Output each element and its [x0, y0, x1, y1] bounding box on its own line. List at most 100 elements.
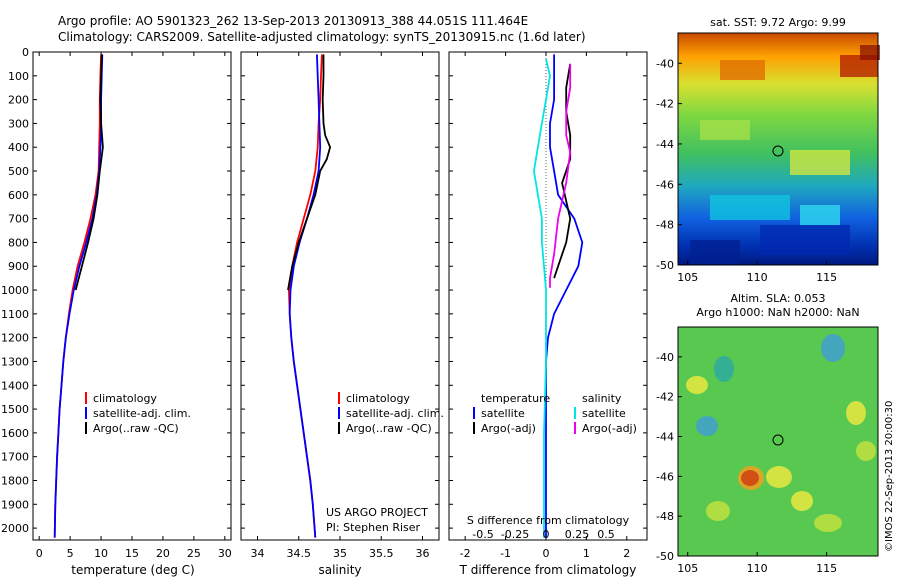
- depth-tick-label: 1300: [1, 355, 29, 368]
- sla-map-frame: [677, 326, 879, 557]
- argo-location-marker: [772, 434, 784, 446]
- sst-map-patches: [690, 45, 880, 265]
- depth-tick-label: 800: [8, 236, 29, 249]
- legend-label-satellite: satellite-adj. clim.: [93, 407, 191, 420]
- map-y-tick-label: -40: [656, 351, 674, 364]
- salinity-panel: 34 34.5 35 35.5 36 salinity climatology sate…: [240, 51, 444, 577]
- figure-title-line1: Argo profile: AO 5901323_262 13-Sep-2013…: [58, 14, 528, 28]
- salinity-axis-label: salinity: [318, 563, 361, 577]
- map-x-tick-label: 115: [816, 271, 837, 284]
- profile-line-argo: [553, 63, 572, 279]
- salinity-depth-ticks: [241, 51, 439, 529]
- sla-patch: [766, 466, 792, 488]
- sla-map-patches: [686, 334, 876, 532]
- legend-header-salinity: salinity: [582, 392, 622, 405]
- sst-map-axis-ticks: 105 110 115 -50 -48 -46 -44 -42 -40: [656, 57, 837, 284]
- legend-label-climatology: climatology: [346, 392, 410, 405]
- map-y-tick-label: -42: [656, 98, 674, 111]
- depth-tick-label: 1700: [1, 451, 29, 464]
- depth-tick-label: 1900: [1, 498, 29, 511]
- map-y-tick-label: -46: [656, 178, 674, 191]
- sla-patch: [814, 514, 842, 532]
- s-tick: 0.5: [597, 528, 615, 541]
- map-x-tick-label: 115: [816, 562, 837, 575]
- sla-map-image: [678, 327, 878, 556]
- x-tick-label: 35.5: [369, 547, 394, 560]
- depth-tick-label: 1800: [1, 474, 29, 487]
- x-tick-label: 20: [156, 547, 170, 560]
- sla-map: Altim. SLA: 0.053 Argo h1000: NaN h2000:…: [656, 292, 895, 575]
- salinity-plot-frame: [240, 51, 440, 541]
- sla-patch: [821, 334, 845, 362]
- profile-line-argo: [74, 54, 104, 291]
- x-tick-label: -1: [500, 547, 511, 560]
- depth-tick-label: 1100: [1, 308, 29, 321]
- map-y-tick-label: -50: [656, 259, 674, 272]
- depth-tick-label: 1000: [1, 284, 29, 297]
- temperature-profiles: [53, 54, 104, 538]
- s-tick: -0.25: [501, 528, 529, 541]
- map-x-tick-label: 105: [677, 562, 698, 575]
- sst-patch: [700, 120, 750, 140]
- argo-location-marker: [772, 145, 784, 157]
- figure-title-line2: Climatology: CARS2009. Satellite-adjuste…: [58, 30, 586, 44]
- salinity-profiles: [287, 54, 332, 538]
- map-x-tick-label: 105: [677, 271, 698, 284]
- sla-patch: [856, 441, 876, 461]
- x-tick-label: 35: [333, 547, 347, 560]
- temperature-axis-label: temperature (deg C): [71, 563, 194, 577]
- x-tick-label: -2: [460, 547, 471, 560]
- x-tick-label: 5: [67, 547, 74, 560]
- map-y-tick-label: -48: [656, 219, 674, 232]
- map-y-tick-label: -46: [656, 470, 674, 483]
- legend-label-t-argo: Argo(-adj): [481, 422, 536, 435]
- sla-patch: [696, 416, 718, 436]
- difference-legend: temperature salinity satellite Argo(-adj…: [473, 392, 637, 435]
- pi-annotation: PI: Stephen Riser: [326, 521, 421, 534]
- sla-map-title-line2: Argo h1000: NaN h2000: NaN: [696, 306, 859, 319]
- depth-axis-ticks: 0 100 200 300 400 500 600 700 800 900 1000 1100 1200…: [1, 46, 231, 535]
- s-tick: 0: [543, 528, 550, 541]
- legend-label-t-satellite: satellite: [481, 407, 525, 420]
- salinity-legend: climatology satellite-adj. clim. Argo(..…: [338, 392, 444, 435]
- sla-patch: [846, 401, 866, 425]
- sst-map: sat. SST: 9.72 Argo: 9.99 105 110 115 -50 -4…: [656, 16, 880, 284]
- depth-tick-label: 1400: [1, 379, 29, 392]
- temperature-legend: climatology satellite-adj. clim. Argo(..…: [85, 392, 191, 435]
- difference-profiles: [532, 54, 584, 538]
- sst-patch: [840, 55, 878, 77]
- map-y-tick-label: -50: [656, 550, 674, 563]
- legend-label-s-argo: Argo(-adj): [582, 422, 637, 435]
- profile-line-satellite: [288, 54, 322, 538]
- difference-panel: -2 -1 0 1 2 T difference from climatology S …: [448, 51, 648, 577]
- depth-tick-label: 500: [8, 165, 29, 178]
- x-tick-label: 1: [583, 547, 590, 560]
- t-difference-axis-label: T difference from climatology: [459, 563, 637, 577]
- depth-tick-label: 700: [8, 213, 29, 226]
- x-tick-label: 25: [187, 547, 201, 560]
- x-tick-label: 0: [36, 547, 43, 560]
- x-tick-label: 15: [125, 547, 139, 560]
- depth-tick-label: 100: [8, 70, 29, 83]
- sla-patch: [706, 501, 730, 521]
- profile-line-argo_salinity: [549, 63, 572, 288]
- difference-depth-ticks: [449, 51, 647, 529]
- sst-patch: [710, 195, 790, 220]
- legend-label-s-satellite: satellite: [582, 407, 626, 420]
- map-y-tick-label: -44: [656, 431, 674, 444]
- depth-tick-label: 1600: [1, 427, 29, 440]
- sla-patch: [714, 356, 734, 382]
- imos-timestamp-label: ©IMOS 22-Sep-2013 20:00:30: [884, 401, 895, 552]
- temperature-plot-frame: [32, 51, 232, 541]
- map-x-tick-label: 110: [747, 562, 768, 575]
- legend-label-argo: Argo(..raw -QC): [93, 422, 179, 435]
- depth-tick-label: 400: [8, 141, 29, 154]
- difference-plot-frame: [448, 51, 648, 541]
- sla-patch: [791, 491, 813, 511]
- sst-map-frame: [677, 32, 879, 266]
- s-difference-axis-label: S difference from climatology: [467, 514, 630, 527]
- s-tick: -0.5: [472, 528, 493, 541]
- map-y-tick-label: -44: [656, 138, 674, 151]
- legend-label-satellite: satellite-adj. clim.: [346, 407, 444, 420]
